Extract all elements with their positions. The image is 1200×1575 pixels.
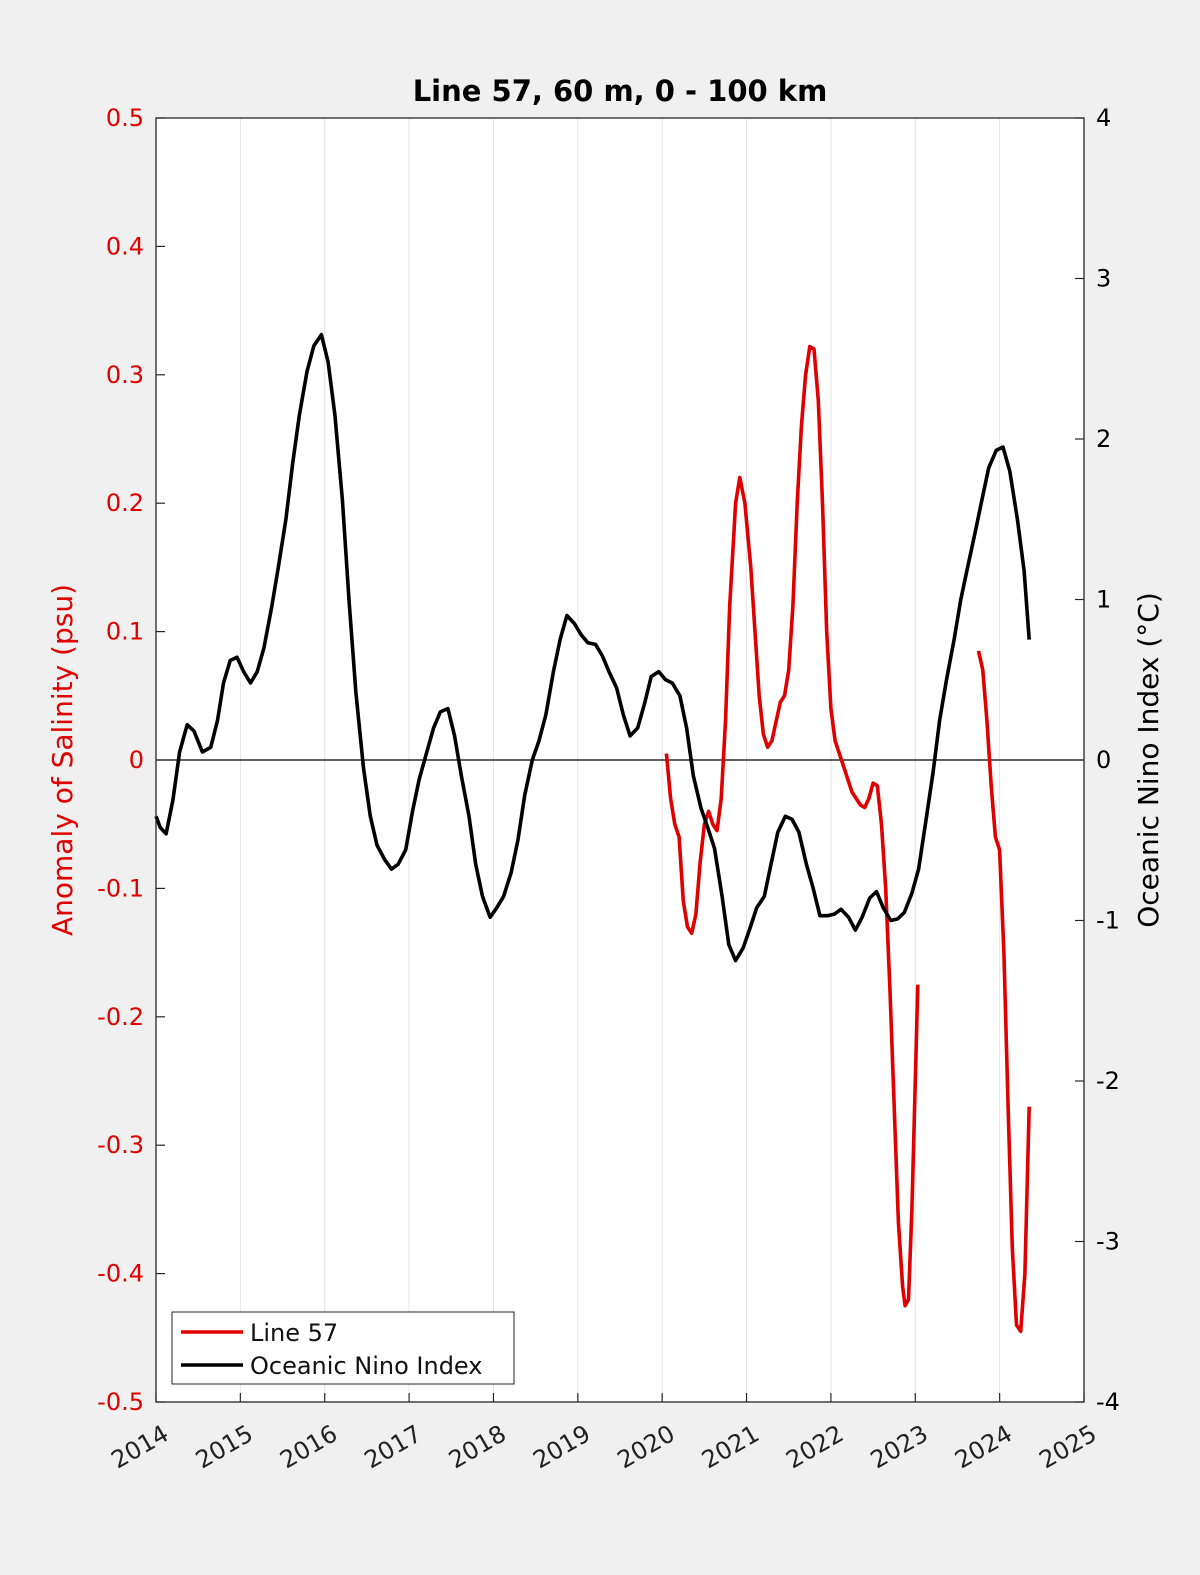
legend-box	[171, 1311, 515, 1385]
tick-label-right--2: -2	[1096, 1067, 1120, 1095]
tick-label-left--0.4: -0.4	[97, 1260, 144, 1288]
tick-label-x-2025: 2025	[1035, 1419, 1102, 1474]
tick-label-left-0.2: 0.2	[106, 489, 144, 517]
series-line-oni-segment-0	[154, 332, 1031, 963]
tick-label-right--4: -4	[1096, 1388, 1120, 1416]
legend-label-line-57: Line 57	[250, 1319, 338, 1347]
y-axis-label-left: Anomaly of Salinity (psu)	[46, 584, 79, 936]
tick-label-left-0.5: 0.5	[106, 104, 144, 132]
tick-label-right-3: 3	[1096, 265, 1111, 293]
tick-label-x-2022: 2022	[781, 1419, 848, 1474]
tick-label-left-0.3: 0.3	[106, 361, 144, 389]
series-line-line-57-segment-1	[976, 650, 1031, 1334]
tick-label-left-0: 0	[129, 746, 144, 774]
series-layer	[154, 332, 1031, 1334]
legend: Line 57 Oceanic Nino Index	[171, 1311, 515, 1385]
tick-label-x-2016: 2016	[275, 1419, 342, 1474]
tick-label-right-2: 2	[1096, 425, 1111, 453]
tick-label-x-2023: 2023	[866, 1419, 933, 1474]
tick-label-x-2024: 2024	[950, 1419, 1017, 1474]
tick-label-left--0.5: -0.5	[97, 1388, 144, 1416]
tick-label-right-4: 4	[1096, 104, 1111, 132]
tick-label-x-2014: 2014	[107, 1419, 174, 1474]
series-line-line-57-segment-0	[664, 344, 920, 1308]
y-axis-label-right: Oceanic Nino Index (°C)	[1132, 592, 1165, 928]
tick-label-left--0.3: -0.3	[97, 1131, 144, 1159]
tick-label-left-0.4: 0.4	[106, 232, 144, 260]
tick-label-x-2019: 2019	[528, 1419, 595, 1474]
tick-label-x-2021: 2021	[697, 1419, 764, 1474]
tick-label-right--1: -1	[1096, 907, 1120, 935]
tick-label-x-2020: 2020	[613, 1419, 680, 1474]
chart-title: Line 57, 60 m, 0 - 100 km	[413, 74, 828, 108]
tick-label-right--3: -3	[1096, 1228, 1120, 1256]
tick-label-x-2017: 2017	[360, 1419, 427, 1474]
tick-label-right-1: 1	[1096, 586, 1111, 614]
tick-label-x-2018: 2018	[444, 1419, 511, 1474]
legend-label-oni: Oceanic Nino Index	[250, 1352, 482, 1380]
tick-label-left-0.1: 0.1	[106, 618, 144, 646]
tick-label-right-0: 0	[1096, 746, 1111, 774]
tick-label-left--0.1: -0.1	[97, 874, 144, 902]
tick-label-left--0.2: -0.2	[97, 1003, 144, 1031]
tick-label-x-2015: 2015	[191, 1419, 258, 1474]
